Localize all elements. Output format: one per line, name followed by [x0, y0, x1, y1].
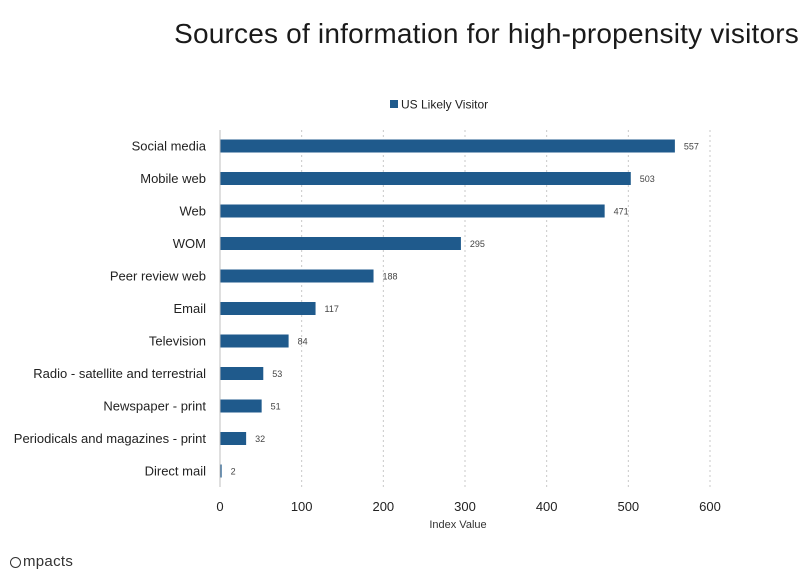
category-label-web: Web — [180, 204, 207, 219]
bar-wom — [220, 237, 461, 250]
brand-text: mpacts — [23, 553, 74, 570]
impacts-logo: mpacts — [10, 553, 73, 570]
value-label-periodicals-and-magazines-print: 32 — [255, 434, 265, 444]
value-label-social-media: 557 — [684, 142, 699, 152]
category-label-peer-review-web: Peer review web — [110, 269, 206, 284]
bar-social-media — [220, 139, 675, 153]
impacts-logo-icon — [10, 557, 21, 568]
bar-peer-review-web — [220, 269, 374, 283]
bar-radio-satellite-and-terrestrial — [220, 367, 264, 380]
x-tick-300: 300 — [454, 499, 476, 514]
legend: US Likely Visitor — [390, 98, 488, 112]
value-label-peer-review-web: 188 — [383, 272, 398, 282]
category-label-direct-mail: Direct mail — [145, 464, 207, 479]
bar-periodicals-and-magazines-print — [220, 432, 247, 445]
bar-web — [220, 204, 605, 218]
category-label-periodicals-and-magazines-print: Periodicals and magazines - print — [14, 431, 207, 446]
bar-newspaper-print — [220, 399, 262, 413]
chart-title: Sources of information for high-propensi… — [174, 18, 799, 49]
category-label-social-media: Social media — [132, 139, 207, 154]
value-labels: 557 503 471 295 188 117 84 53 51 32 2 — [231, 142, 699, 477]
value-label-direct-mail: 2 — [231, 467, 236, 477]
value-label-radio-satellite-and-terrestrial: 53 — [272, 369, 282, 379]
category-label-wom: WOM — [173, 236, 206, 251]
bar-mobile-web — [220, 172, 631, 185]
x-tick-500: 500 — [617, 499, 639, 514]
x-axis-title: Index Value — [429, 519, 486, 531]
value-label-wom: 295 — [470, 239, 485, 249]
legend-swatch — [390, 100, 398, 108]
x-tick-200: 200 — [372, 499, 394, 514]
category-label-mobile-web: Mobile web — [140, 171, 206, 186]
bar-television — [220, 334, 289, 348]
x-tick-labels: 0 100 200 300 400 500 600 — [216, 499, 720, 514]
value-label-newspaper-print: 51 — [271, 402, 281, 412]
bar-direct-mail — [220, 464, 222, 478]
category-label-newspaper-print: Newspaper - print — [103, 399, 206, 414]
value-label-television: 84 — [298, 337, 308, 347]
value-label-email: 117 — [325, 304, 339, 314]
category-labels: Social media Mobile web Web WOM Peer review … — [14, 139, 207, 479]
bar-email — [220, 302, 316, 315]
x-tick-600: 600 — [699, 499, 721, 514]
category-label-email: Email — [173, 301, 206, 316]
x-tick-100: 100 — [291, 499, 313, 514]
category-label-radio-satellite-and-terrestrial: Radio - satellite and terrestrial — [33, 366, 206, 381]
x-tick-400: 400 — [536, 499, 558, 514]
category-label-television: Television — [149, 334, 206, 349]
bars — [220, 139, 675, 478]
legend-label: US Likely Visitor — [401, 98, 488, 112]
value-label-mobile-web: 503 — [640, 174, 655, 184]
value-label-web: 471 — [614, 207, 629, 217]
x-tick-0: 0 — [216, 499, 223, 514]
